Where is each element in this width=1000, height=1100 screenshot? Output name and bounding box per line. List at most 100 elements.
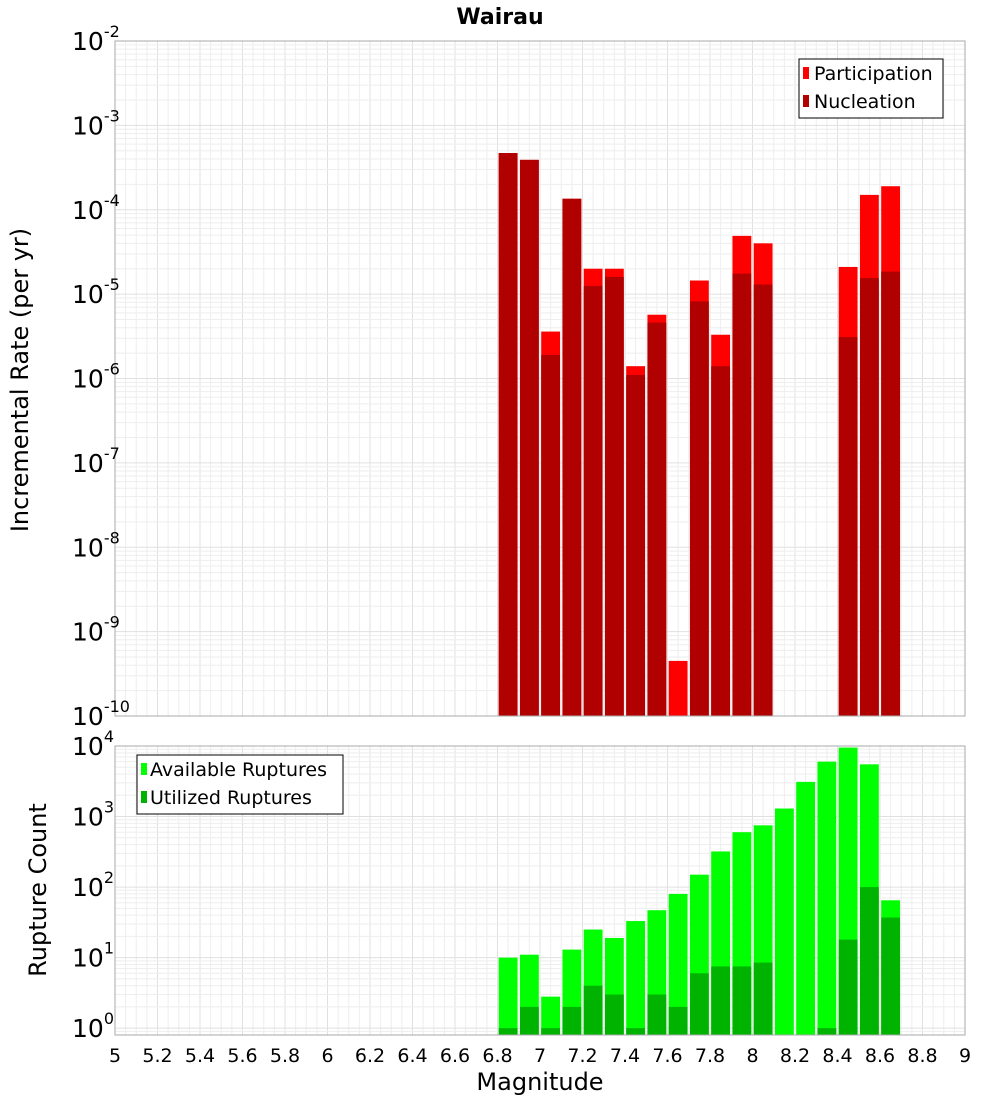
top-bar-nucleation-17 xyxy=(859,278,879,716)
x-tick-label-3: 5.6 xyxy=(227,1045,257,1067)
x-tick-label-1: 5.2 xyxy=(142,1045,172,1067)
x-tick-label-9: 6.8 xyxy=(482,1045,512,1067)
x-tick-label-4: 5.8 xyxy=(270,1045,300,1067)
x-tick-label-19: 8.8 xyxy=(907,1045,937,1067)
top-bar-nucleation-4 xyxy=(583,285,603,716)
bottom-y-ticks: 100 101 102 103 104 xyxy=(72,727,114,1043)
x-tick-label-6: 6.2 xyxy=(355,1045,385,1067)
top-y-tick-label-6: 10-4 xyxy=(72,191,120,225)
bottom-bar-utilized-9 xyxy=(689,973,709,1035)
legend-swatch-nucleation xyxy=(803,95,809,107)
bottom-bar-utilized-15 xyxy=(817,1028,837,1035)
top-bar-nucleation-9 xyxy=(689,301,709,716)
bottom-bar-available-14 xyxy=(796,781,816,1035)
x-tick-label-8: 6.6 xyxy=(440,1045,470,1067)
top-bar-nucleation-11 xyxy=(732,273,752,716)
legend-swatch-participation xyxy=(803,67,809,79)
top-y-tick-label-4: 10-6 xyxy=(72,360,120,394)
bottom-bar-utilized-0 xyxy=(498,1028,518,1035)
top-bar-nucleation-10 xyxy=(711,366,731,716)
bottom-y-tick-label-4: 104 xyxy=(72,727,114,761)
x-tick-label-5: 6 xyxy=(321,1045,333,1067)
bottom-bar-utilized-8 xyxy=(668,1006,688,1035)
x-tick-label-7: 6.4 xyxy=(397,1045,427,1067)
bottom-bar-available-0 xyxy=(498,957,518,1035)
top-y-tick-label-2: 10-8 xyxy=(72,528,120,562)
bottom-bar-available-13 xyxy=(774,808,794,1035)
top-bar-nucleation-6 xyxy=(626,375,646,716)
bottom-bar-utilized-3 xyxy=(562,1006,582,1035)
top-bar-nucleation-18 xyxy=(881,271,901,716)
legend-swatch-utilized xyxy=(141,791,147,803)
top-legend-box xyxy=(798,58,944,119)
bottom-bar-utilized-10 xyxy=(711,966,731,1035)
bottom-bar-utilized-12 xyxy=(753,962,773,1035)
top-bar-participation-8 xyxy=(668,660,688,716)
bottom-bar-utilized-1 xyxy=(519,1006,539,1035)
bottom-legend: Available Ruptures Utilized Ruptures xyxy=(136,754,344,815)
legend-label-available: Available Ruptures xyxy=(150,759,327,781)
top-bar-nucleation-2 xyxy=(541,354,561,716)
bottom-y-tick-label-3: 103 xyxy=(72,798,114,832)
x-tick-label-20: 9 xyxy=(959,1045,971,1067)
top-y-tick-label-8: 10-2 xyxy=(72,22,120,56)
bottom-y-tick-label-2: 102 xyxy=(72,868,114,902)
bottom-bar-utilized-16 xyxy=(838,939,858,1035)
bottom-bar-available-2 xyxy=(541,996,561,1035)
chart-title: Wairau xyxy=(456,5,543,30)
top-bar-nucleation-5 xyxy=(604,276,624,716)
legend-label-participation: Participation xyxy=(814,63,933,85)
legend-swatch-available xyxy=(141,763,147,775)
bottom-plot-frame xyxy=(114,745,966,1036)
x-tick-label-17: 8.4 xyxy=(822,1045,852,1067)
top-bar-nucleation-12 xyxy=(753,284,773,716)
top-y-tick-label-3: 10-7 xyxy=(72,444,120,478)
x-tick-label-15: 8 xyxy=(746,1045,758,1067)
bottom-x-ticks: 5 5.2 5.4 5.6 5.8 6 6.2 6.4 6.6 6.8 7 7.2 7.4 7.6 7.8 8… xyxy=(109,1045,971,1067)
bottom-bar-available-8 xyxy=(668,893,688,1035)
top-bar-nucleation-0 xyxy=(498,153,518,717)
bottom-bar-utilized-6 xyxy=(626,1028,646,1035)
x-tick-label-18: 8.6 xyxy=(865,1045,895,1067)
top-panel: 10-10 10-9 10-8 10-7 10-6 10-5 10-4 10-3 10-2 In… xyxy=(6,22,966,731)
bottom-bars xyxy=(498,747,901,1035)
x-tick-label-11: 7.2 xyxy=(567,1045,597,1067)
top-y-axis-label: Incremental Rate (per yr) xyxy=(6,228,34,532)
x-tick-label-10: 7 xyxy=(534,1045,546,1067)
x-tick-label-14: 7.8 xyxy=(695,1045,725,1067)
top-y-tick-label-5: 10-5 xyxy=(72,275,120,309)
x-tick-label-12: 7.4 xyxy=(610,1045,640,1067)
top-y-tick-label-7: 10-3 xyxy=(72,106,120,140)
bottom-bar-utilized-4 xyxy=(583,985,603,1035)
top-gridlines xyxy=(114,40,966,717)
x-tick-label-13: 7.6 xyxy=(652,1045,682,1067)
top-y-ticks: 10-10 10-9 10-8 10-7 10-6 10-5 10-4 10-3 10-2 xyxy=(72,22,130,731)
top-y-tick-label-1: 10-9 xyxy=(72,613,120,647)
bottom-y-axis-label: Rupture Count xyxy=(24,803,52,977)
top-bar-nucleation-16 xyxy=(838,337,858,716)
bottom-panel: 100 101 102 103 104 5 5.2 5.4 5.6 5.8 6 6.2 6.4 6.6 6… xyxy=(24,727,971,1096)
top-bar-nucleation-1 xyxy=(519,159,539,716)
bottom-bar-utilized-2 xyxy=(541,1028,561,1035)
bottom-y-tick-label-0: 100 xyxy=(72,1009,114,1043)
top-y-tick-label-0: 10-10 xyxy=(72,697,130,731)
bottom-bar-utilized-18 xyxy=(881,917,901,1035)
bottom-legend-box xyxy=(136,754,344,815)
x-tick-label-2: 5.4 xyxy=(185,1045,215,1067)
x-axis-label: Magnitude xyxy=(476,1068,603,1096)
top-legend: Participation Nucleation xyxy=(798,58,944,119)
x-tick-label-0: 5 xyxy=(109,1045,121,1067)
bottom-bar-available-6 xyxy=(626,921,646,1035)
x-tick-label-16: 8.2 xyxy=(780,1045,810,1067)
legend-label-utilized: Utilized Ruptures xyxy=(150,787,312,809)
bottom-bar-utilized-7 xyxy=(647,994,667,1035)
top-bars xyxy=(498,153,901,717)
top-bar-nucleation-7 xyxy=(647,322,667,716)
bottom-bar-utilized-11 xyxy=(732,966,752,1035)
top-bar-nucleation-3 xyxy=(562,198,582,716)
bottom-bar-utilized-5 xyxy=(604,994,624,1035)
bottom-bar-utilized-17 xyxy=(859,887,879,1035)
legend-label-nucleation: Nucleation xyxy=(814,91,916,113)
bottom-y-tick-label-1: 101 xyxy=(72,939,114,973)
